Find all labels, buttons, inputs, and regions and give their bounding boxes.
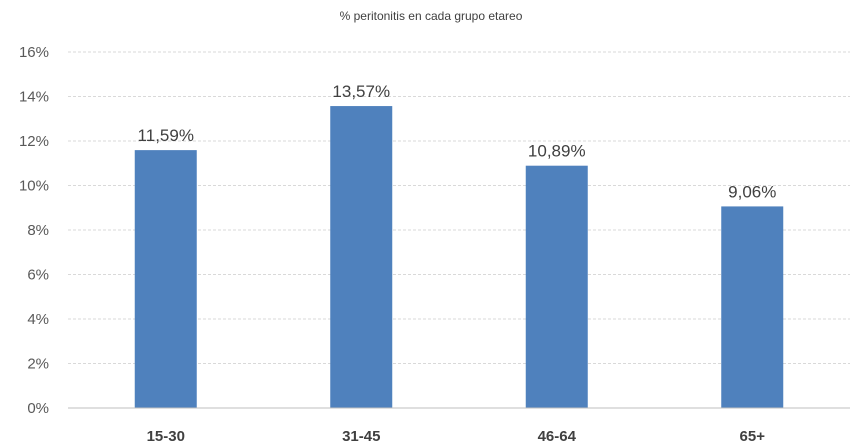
y-tick-label: 2% (27, 356, 49, 373)
y-axis-tick-labels: 0% 2% 4% 6% 8% 10% 12% 14% 16% (19, 44, 49, 417)
y-tick-label: 8% (27, 222, 49, 239)
bar-15-30 (134, 150, 197, 408)
data-label-31-45: 13,57% (332, 82, 390, 101)
y-tick-label: 10% (19, 178, 49, 195)
y-tick-label: 12% (19, 133, 49, 150)
gridlines (68, 51, 850, 364)
x-axis-tick-labels: 15-30 31-45 46-64 65+ (147, 428, 766, 445)
y-tick-label: 16% (19, 44, 49, 61)
bar-65+ (721, 206, 784, 408)
data-label-46-64: 10,89% (528, 142, 586, 161)
x-tick-label-15-30: 15-30 (147, 428, 185, 445)
bars (134, 106, 784, 408)
y-tick-label: 6% (27, 267, 49, 284)
bar-46-64 (525, 165, 588, 408)
y-tick-label: 0% (27, 400, 49, 417)
data-label-15-30: 11,59% (138, 126, 194, 145)
chart-title: % peritonitis en cada grupo etareo (340, 9, 523, 23)
bar-31-45 (330, 106, 393, 408)
x-tick-label-31-45: 31-45 (342, 428, 380, 445)
y-tick-label: 14% (19, 89, 49, 106)
data-label-65+: 9,06% (728, 182, 776, 201)
x-tick-label-46-64: 46-64 (538, 428, 577, 445)
y-tick-label: 4% (27, 311, 49, 328)
x-tick-label-65+: 65+ (740, 428, 766, 445)
data-labels: 11,59% 13,57% 10,89% 9,06% (138, 82, 777, 201)
